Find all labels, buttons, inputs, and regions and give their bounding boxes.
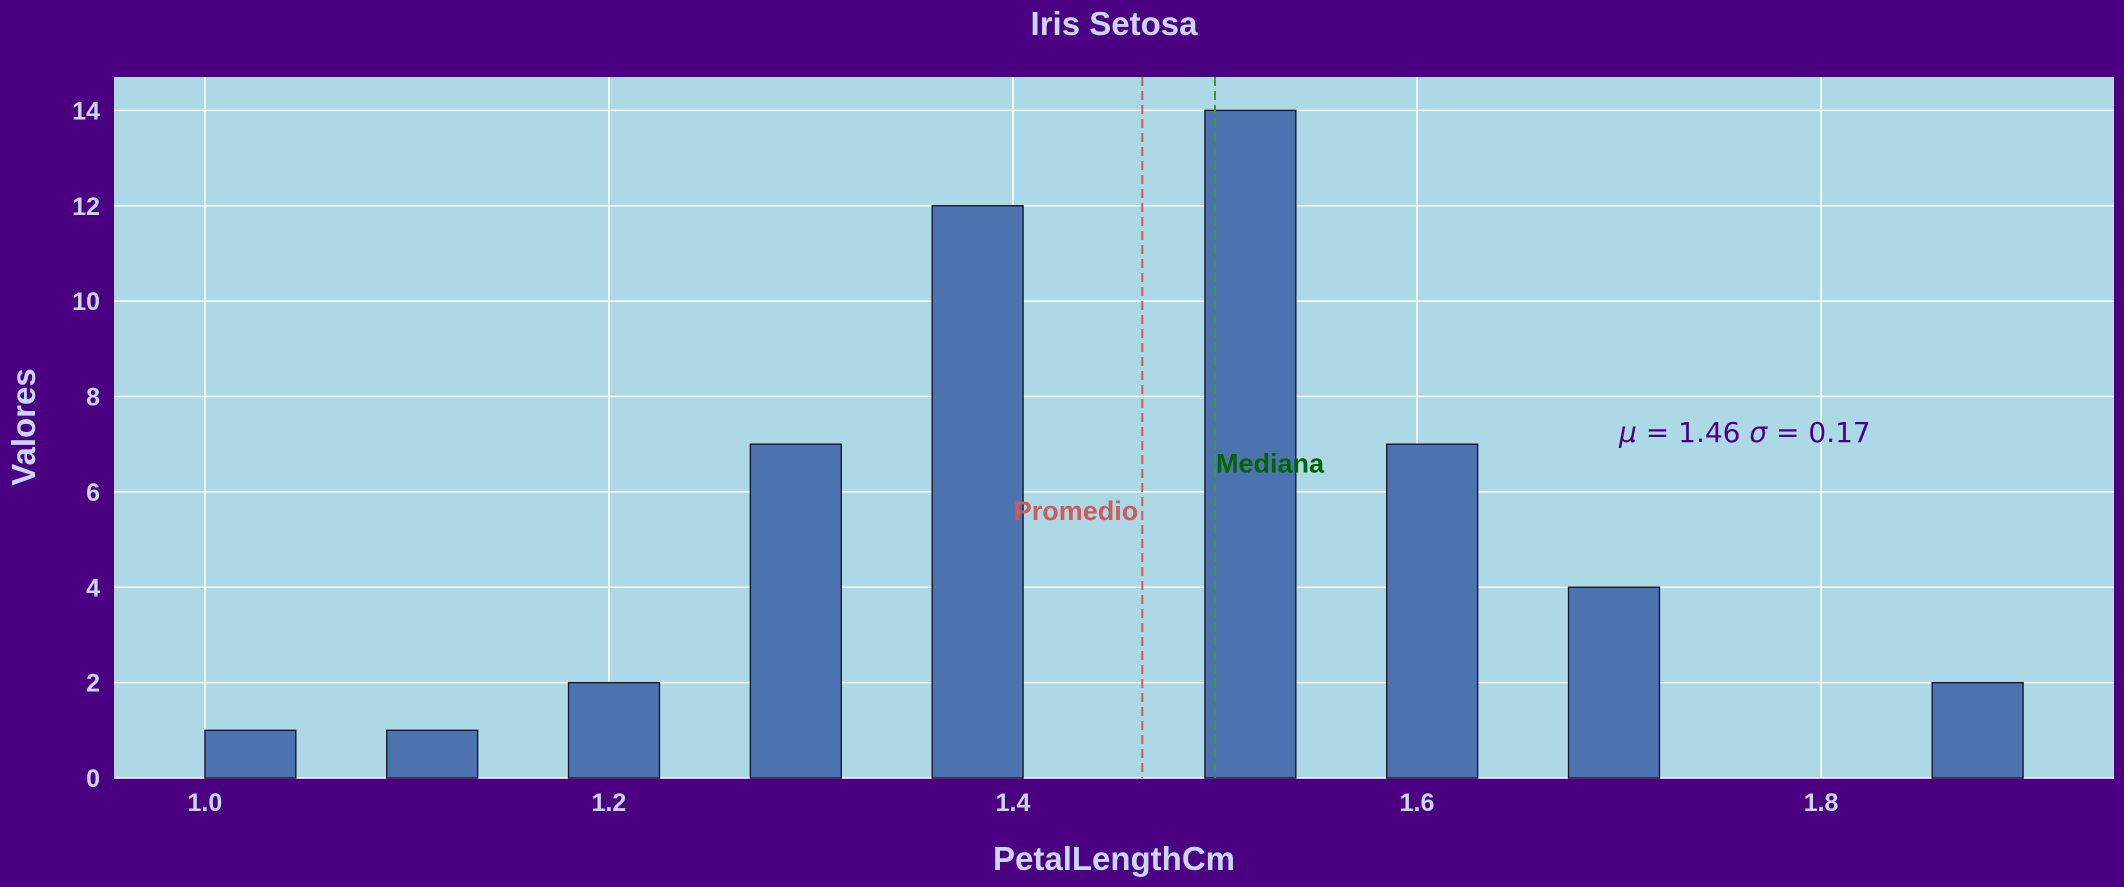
y-tick-label: 0: [86, 765, 100, 793]
histogram-bar: [1204, 109, 1297, 779]
x-tick-label: 1.2: [592, 789, 627, 817]
histogram-bar: [931, 205, 1024, 779]
histogram-bar: [1567, 586, 1661, 779]
histogram-bar: [1386, 443, 1479, 779]
y-axis-label: Valores: [5, 368, 42, 485]
y-tick-label: 2: [86, 670, 100, 698]
bars: [204, 109, 2024, 779]
y-tick-label: 14: [72, 97, 100, 125]
tick-labels: 1.0 1.2 1.4 1.6 1.8 0 2 4 6 8 10 12 14: [72, 97, 1838, 817]
x-tick-label: 1.8: [1804, 789, 1839, 817]
y-tick-label: 12: [72, 193, 100, 221]
x-axis-label: PetalLengthCm: [993, 840, 1235, 877]
histogram-bar: [1931, 681, 2024, 779]
y-tick-label: 4: [86, 574, 100, 602]
mean-label: Promedio: [1014, 496, 1139, 526]
stats-annotation-part: = 0.17: [1767, 416, 1871, 449]
y-tick-label: 8: [86, 384, 100, 412]
histogram-bar: [386, 729, 479, 779]
reference-lines: [1141, 77, 1217, 778]
x-tick-label: 1.0: [188, 789, 223, 817]
stats-annotation-part: σ: [1749, 416, 1768, 449]
annotations: Promedio Mediana μ = 1.46 σ = 0.17: [1014, 416, 1871, 526]
histogram-bar: [749, 443, 842, 779]
y-tick-label: 6: [86, 479, 100, 507]
plot-area: [114, 77, 2114, 778]
histogram-bar: [204, 729, 297, 779]
histogram-bar: [567, 681, 661, 779]
stats-annotation: μ = 1.46 σ = 0.17: [1618, 416, 1871, 449]
stats-annotation-part: = 1.46: [1637, 416, 1750, 449]
chart-title: Iris Setosa: [1031, 5, 1199, 42]
y-tick-label: 10: [72, 288, 100, 316]
x-tick-label: 1.4: [996, 789, 1031, 817]
x-tick-label: 1.6: [1400, 789, 1435, 817]
stats-annotation-part: μ: [1618, 416, 1637, 449]
median-label: Mediana: [1216, 448, 1325, 478]
